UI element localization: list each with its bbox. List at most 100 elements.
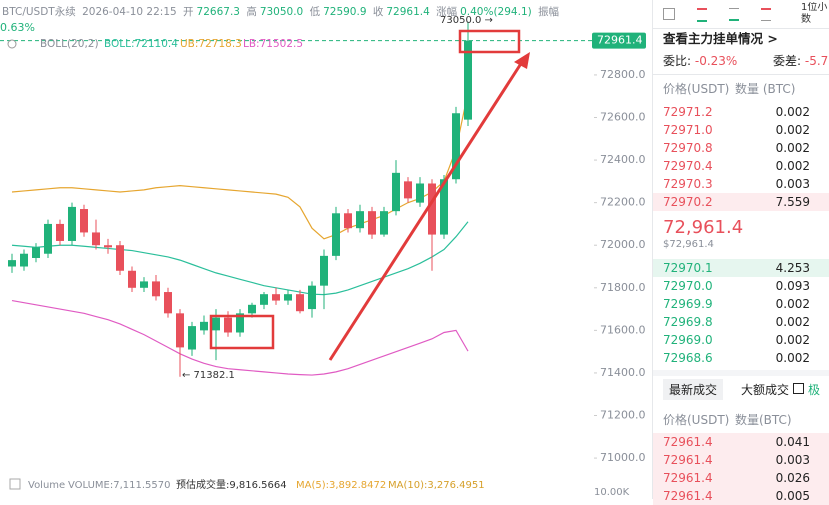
y-tick-label: 71000.0 — [600, 451, 646, 464]
candle-body — [80, 209, 88, 233]
book-row[interactable]: 72969.9 0.002 — [663, 295, 810, 313]
book-row[interactable]: 72961.4 0.041 — [653, 433, 829, 451]
view-icon[interactable] — [663, 8, 675, 20]
view-icon[interactable] — [761, 8, 771, 21]
quantity: 0.041 — [775, 435, 810, 449]
candle-body — [152, 281, 160, 297]
checkbox[interactable] — [793, 383, 805, 394]
candle-body — [380, 211, 388, 235]
candle-body — [200, 321, 208, 331]
candle-body — [68, 206, 76, 241]
main-orders-link[interactable]: 查看主力挂单情况 > — [663, 31, 778, 46]
view-icons — [663, 8, 771, 22]
ratio-row: 委比: -0.23% 委差: -5.7 — [663, 52, 829, 70]
candle-body — [296, 294, 304, 312]
price: 72969.9 — [663, 297, 713, 311]
candle-body — [392, 172, 400, 212]
candle-body — [332, 213, 340, 256]
close: 72961.4 — [386, 6, 430, 18]
quantity: 7.559 — [775, 195, 810, 209]
book-row[interactable]: 72971.2 0.002 — [663, 103, 810, 121]
candle-body — [212, 317, 220, 331]
candle-body — [284, 294, 292, 301]
y-tick-label: 72400.0 — [600, 153, 646, 166]
candle-body — [176, 313, 184, 348]
candle-body — [224, 317, 232, 333]
ratio: -0.23% — [694, 54, 738, 68]
candle-body — [140, 281, 148, 288]
quantity: 4.253 — [775, 261, 810, 275]
quantity: 0.002 — [775, 159, 810, 173]
candle-body — [164, 292, 172, 314]
book-row[interactable]: 72970.2 7.559 — [653, 193, 829, 211]
y-tick-label: 72600.0 — [600, 111, 646, 124]
trades-tab[interactable]: 极 — [808, 383, 821, 397]
price: 72961.4 — [663, 453, 713, 467]
book-row[interactable]: 72970.0 0.093 — [663, 277, 810, 295]
ratio-label: 委比: — [663, 54, 692, 68]
eye-icon[interactable] — [7, 39, 17, 49]
price: 72961.4 — [663, 435, 713, 449]
candle-body — [344, 213, 352, 229]
y-tick-label: 72800.0 — [600, 68, 646, 81]
candle-body — [128, 270, 136, 288]
candle-body — [440, 179, 448, 235]
column-header: 价格(USDT) — [663, 413, 730, 427]
quantity: 0.003 — [775, 177, 810, 191]
open: 72667.3 — [196, 6, 240, 18]
divider — [653, 74, 829, 75]
book-row[interactable]: 72971.0 0.002 — [663, 121, 810, 139]
book-header: 价格(USDT) 数量 (BTC) — [663, 80, 810, 98]
price: 72961.4 — [663, 489, 713, 503]
view-icon[interactable] — [729, 8, 739, 21]
book-row[interactable]: 72969.8 0.002 — [663, 313, 810, 331]
boll-line — [11, 221, 469, 296]
last-price: 72,961.4 — [663, 217, 744, 238]
quantity: 0.026 — [775, 471, 810, 485]
candle-body — [308, 285, 316, 310]
trades-header: 价格(USDT) 数量(BTC) — [663, 411, 810, 429]
candle-body — [416, 183, 424, 203]
low: 72590.9 — [323, 6, 367, 18]
book-row[interactable]: 72961.4 0.003 — [653, 451, 829, 469]
legend: UB:72718.3 — [180, 38, 242, 50]
y-tick-label: 71600.0 — [600, 323, 646, 336]
trades-tab[interactable]: 大额成交 — [741, 383, 790, 397]
book-row[interactable]: 72970.3 0.003 — [663, 175, 810, 193]
max-annotation: 73050.0 → — [440, 15, 493, 26]
candle-body — [20, 253, 28, 267]
price: 72970.1 — [663, 261, 713, 275]
trades-tab[interactable]: 最新成交 — [663, 379, 724, 400]
y-tick-label: 72200.0 — [600, 196, 646, 209]
book-row[interactable]: 72961.4 0.026 — [653, 469, 829, 487]
plot: 72800.0 72600.0 72400.0 72200.0 72000.0 71800… — [0, 21, 646, 464]
book-row[interactable]: 72961.4 0.005 — [653, 487, 829, 505]
y-tick-label: 71200.0 — [600, 409, 646, 422]
view-icon[interactable] — [697, 8, 707, 22]
book-row[interactable]: 72970.8 0.002 — [663, 139, 810, 157]
change: 0.40%(294.1) — [460, 6, 532, 18]
book-row[interactable]: 72968.6 0.002 — [663, 349, 810, 367]
book-row[interactable]: 72969.0 0.002 — [663, 331, 810, 349]
candle-body — [116, 245, 124, 271]
quantity: 0.002 — [775, 123, 810, 137]
book-row[interactable]: 72970.4 0.002 — [663, 157, 810, 175]
last-price-label: 72961.4 — [597, 34, 643, 47]
volume-icon — [9, 478, 21, 490]
precision[interactable]: 1位小数 — [801, 2, 828, 25]
order-panel: 1位小数 查看主力挂单情况 > 委比: -0.23% 委差: -5.7 价格(U… — [652, 0, 829, 505]
book-row[interactable]: 72970.1 4.253 — [653, 259, 829, 277]
candle-body — [368, 211, 376, 235]
quantity: 0.002 — [775, 351, 810, 365]
candle-body — [356, 211, 364, 229]
candle-body — [56, 223, 64, 241]
candle-body — [464, 40, 472, 120]
volume-ma10: MA(10):3,276.4951 — [388, 480, 485, 491]
symbol: BTC/USDT永续 — [2, 6, 76, 18]
high: 73050.0 — [259, 6, 304, 18]
diff: -5.7 — [804, 54, 829, 68]
quantity: 0.002 — [775, 105, 810, 119]
indicator-name: BOLL(20,2) — [40, 38, 99, 50]
arrow — [328, 61, 524, 361]
price: 72970.4 — [663, 159, 713, 173]
